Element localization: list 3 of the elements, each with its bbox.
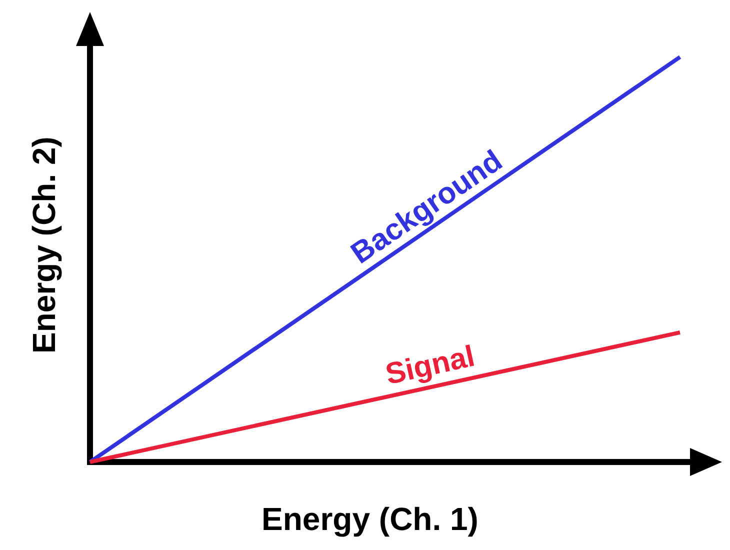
y-axis-title: Energy (Ch. 2)	[26, 136, 62, 354]
x-axis-title: Energy (Ch. 1)	[262, 501, 478, 537]
text: Signal	[382, 340, 478, 392]
